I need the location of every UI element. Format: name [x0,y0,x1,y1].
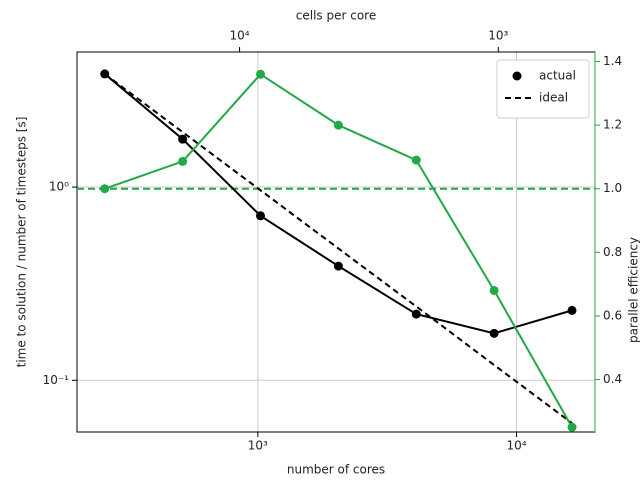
x-axis-label: number of cores [287,463,385,477]
x2-tick-label: 10³ [488,29,508,43]
data-point [256,211,266,221]
data-point [178,134,188,144]
y-axis-label: time to solution / number of timesteps [… [15,117,29,368]
data-point [100,184,110,194]
y2-tick-label: 1.0 [603,181,622,195]
data-point [333,120,343,130]
y2-axis-label: parallel efficiency [627,237,641,343]
x-tick-label: 10³ [248,439,268,453]
y-tick-label: 10⁰ [49,180,69,194]
legend-marker [512,71,522,81]
legend-label: ideal [539,91,568,105]
series-line [104,73,573,424]
x-tick-label: 10⁴ [507,439,527,453]
data-point [256,69,266,79]
y2-tick-label: 0.4 [603,372,622,386]
y2-tick-label: 1.2 [603,118,622,132]
data-point [178,156,188,166]
data-point [411,155,421,165]
data-point [567,422,577,432]
y2-tick-label: 0.8 [603,245,622,259]
y2-tick-label: 1.4 [603,54,622,68]
legend-label: actual [539,69,576,83]
data-point [489,328,499,338]
data-point [411,309,421,319]
data-point [567,305,577,315]
data-point [489,285,499,295]
data-point [333,261,343,271]
x2-tick-label: 10⁴ [230,29,250,43]
y-tick-label: 10⁻¹ [43,373,70,387]
y2-tick-label: 0.6 [603,308,622,322]
x2-axis-label: cells per core [296,9,376,23]
